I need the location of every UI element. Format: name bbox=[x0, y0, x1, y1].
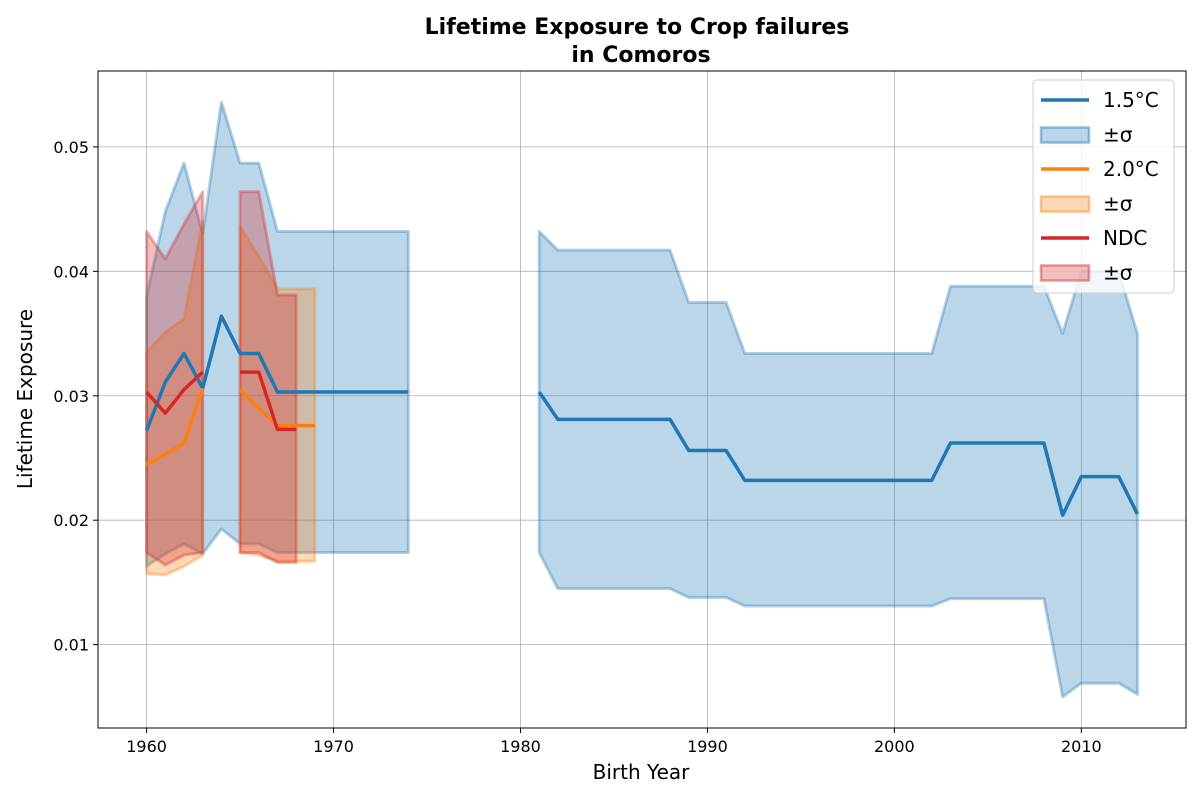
legend-label: NDC bbox=[1103, 226, 1147, 250]
band-0 bbox=[537, 230, 1139, 699]
uncertainty-bands bbox=[145, 100, 1139, 699]
series-line-1 bbox=[145, 387, 205, 466]
y-tick-label: 0.03 bbox=[53, 387, 89, 406]
chart-title-line-1: Lifetime Exposure to Crop failures bbox=[425, 15, 850, 40]
band-0 bbox=[145, 100, 410, 568]
legend-band-swatch bbox=[1039, 195, 1091, 213]
axis-ticks: 1960 1970 1980 1990 2000 2010 0.01 0.02 0.03 0.04… bbox=[53, 138, 1101, 756]
x-tick-label: 2000 bbox=[874, 737, 915, 756]
legend-band-swatch bbox=[1039, 126, 1091, 144]
legend-band-label: ±σ bbox=[1103, 192, 1133, 216]
legend-label: 1.5°C bbox=[1103, 88, 1159, 112]
band-2 bbox=[238, 190, 298, 565]
series-line-2 bbox=[240, 370, 297, 432]
x-tick-label: 1970 bbox=[313, 737, 354, 756]
x-tick-label: 1980 bbox=[500, 737, 541, 756]
band-2 bbox=[145, 190, 205, 567]
legend-label: 2.0°C bbox=[1103, 157, 1159, 181]
y-tick-label: 0.01 bbox=[53, 636, 89, 655]
x-tick-label: 1960 bbox=[126, 737, 167, 756]
x-tick-label: 2010 bbox=[1061, 737, 1102, 756]
series-line-0 bbox=[144, 314, 409, 432]
y-tick-label: 0.05 bbox=[53, 138, 89, 157]
band-1 bbox=[238, 225, 317, 563]
band-1 bbox=[145, 220, 205, 577]
grid bbox=[98, 71, 1186, 728]
x-axis-label: Birth Year bbox=[593, 760, 690, 784]
legend: 1.5°C ±σ 2.0°C ±σ NDC ±σ bbox=[1032, 79, 1175, 294]
series-lines bbox=[144, 314, 1139, 517]
y-tick-label: 0.02 bbox=[53, 511, 89, 530]
legend-band-label: ±σ bbox=[1103, 261, 1133, 285]
y-tick-label: 0.04 bbox=[53, 262, 89, 281]
series-line-2 bbox=[145, 370, 204, 415]
x-tick-label: 1990 bbox=[687, 737, 728, 756]
legend-band-label: ±σ bbox=[1103, 123, 1133, 147]
series-line-0 bbox=[537, 391, 1139, 517]
plot-frame bbox=[97, 70, 1187, 729]
legend-band-swatch bbox=[1039, 264, 1091, 282]
chart-title-line-2: in Comoros bbox=[571, 43, 710, 68]
y-axis-label: Lifetime Exposure bbox=[13, 309, 37, 489]
